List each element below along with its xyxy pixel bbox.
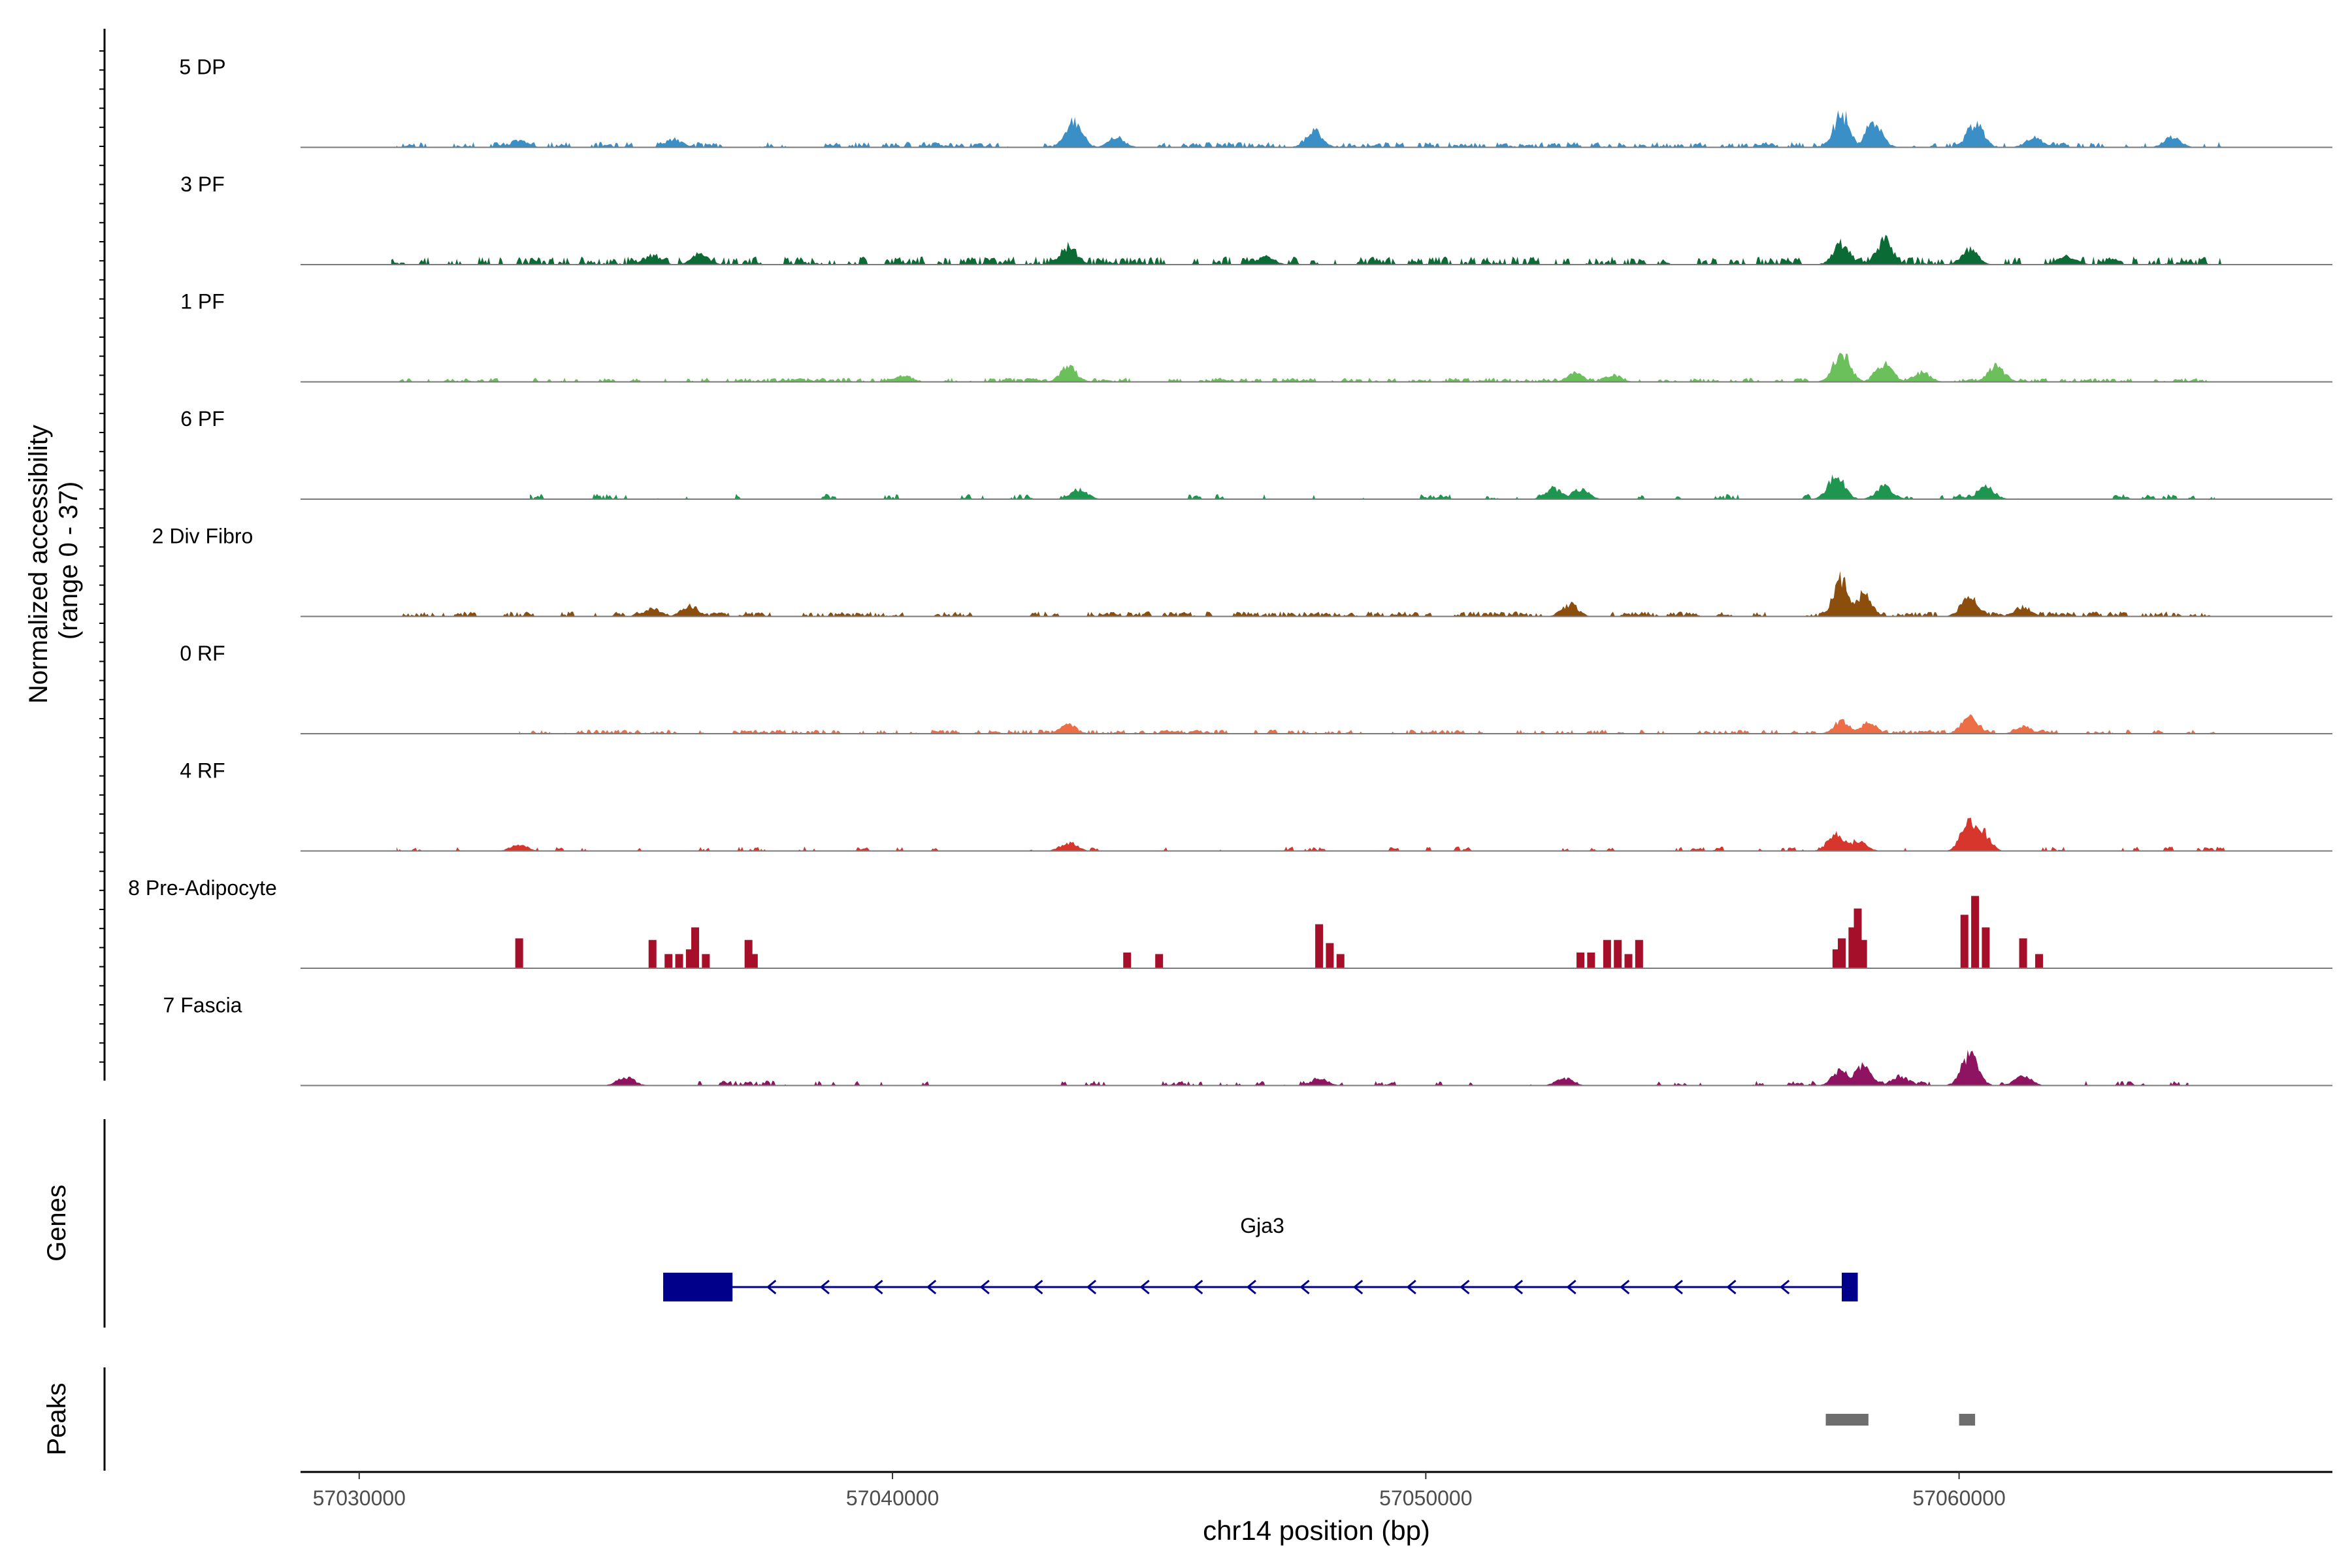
spike-bar-8-pre-adipocyte-4 [675,954,683,968]
track-8-pre-adipocyte: 8 Pre-Adipocyte [128,876,2332,969]
coverage-area-7-fascia [540,1049,2189,1086]
coverage-area-3-pf [391,235,2226,265]
coverage-area-4-rf [396,817,2226,851]
accessibility-tracks: 5 DP 3 PF 1 PF 6 PF 2 Div Fibro 0 RF 4 RF 8 Pre… [128,56,2332,1086]
coverage-area-1-pf [396,353,2226,382]
track-4-rf: 4 RF [180,759,2332,852]
strand-chevron-11 [1299,1279,1310,1295]
gene-name-label: Gjа3 [1240,1214,1284,1237]
spike-bar-8-pre-adipocyte-3 [664,954,673,968]
strand-chevron-19 [1726,1279,1737,1295]
strand-chevron-13 [1406,1279,1416,1295]
x-tick-label-1: 57030000 [313,1486,406,1510]
spike-bar-8-pre-adipocyte-19 [1624,954,1633,968]
track-1-pf: 1 PF [180,290,2332,383]
coverage-area-5-dp [396,110,2226,148]
spike-bar-8-pre-adipocyte-28 [1982,927,1990,968]
x-axis-ticks: 57030000 57040000 57050000 57060000 [313,1472,2006,1510]
strand-chevron-15 [1512,1279,1524,1295]
spike-bar-8-pre-adipocyte-14 [1336,954,1345,968]
strand-chevron-6 [1033,1279,1043,1295]
x-tick-label-4: 57060000 [1912,1486,2005,1510]
strand-chevron-14 [1460,1279,1470,1295]
spike-bar-8-pre-adipocyte-27 [1971,896,1980,968]
strand-chevron-12 [1352,1279,1364,1295]
coverage-area-0-rf [519,714,2215,734]
y-axis-label-line2: (range 0 - 37) [54,482,83,640]
strand-chevron-1 [766,1279,777,1295]
track-6-pf: 6 PF [180,407,2332,500]
track-label-5-dp: 5 DP [179,56,225,79]
strand-chevron-7 [1086,1279,1097,1295]
spike-bar-8-pre-adipocyte-29 [2019,938,2027,968]
strand-chevron-8 [1139,1279,1150,1295]
track-5-dp: 5 DP [179,56,2332,148]
peaks-axis-label: Peaks [42,1382,71,1455]
spike-bar-8-pre-adipocyte-11 [1155,954,1164,968]
track-label-7-fascia: 7 Fascia [163,994,242,1017]
gene-exon-1 [663,1273,733,1301]
strand-chevron-18 [1673,1279,1683,1295]
spike-bar-8-pre-adipocyte-2 [648,939,657,968]
strand-chevron-9 [1192,1279,1203,1295]
x-axis-label: chr14 position (bp) [1203,1515,1430,1546]
spike-bar-8-pre-adipocyte-17 [1603,939,1611,968]
track-2-div-fibro: 2 Div Fibro [152,525,2332,617]
spike-bar-8-pre-adipocyte-6 [691,927,700,968]
strand-chevron-2 [819,1279,830,1295]
spike-bar-8-pre-adipocyte-18 [1614,939,1622,968]
genes-axis-label: Genes [42,1184,71,1262]
strand-chevron-16 [1566,1279,1576,1295]
strand-chevron-3 [873,1279,883,1295]
peak-regions [1825,1414,1976,1426]
track-0-rf: 0 RF [180,642,2332,734]
coverage-area-6-pf [530,474,2215,499]
y-axis-label-line1: Normalized accessibility [24,425,53,704]
strand-chevron-4 [926,1279,937,1295]
peak-region-2 [1959,1414,1976,1426]
strand-chevron-5 [979,1279,990,1295]
spike-bar-8-pre-adipocyte-26 [1960,915,1968,968]
track-label-0-rf: 0 RF [180,642,225,665]
peak-region-1 [1825,1414,1869,1426]
strand-chevron-10 [1246,1279,1256,1295]
track-label-8-pre-adipocyte: 8 Pre-Adipocyte [128,876,277,900]
spike-bar-8-pre-adipocyte-9 [749,954,758,968]
accessibility-axis-ticks [99,50,105,1063]
strand-chevron-20 [1779,1279,1790,1295]
spike-bar-8-pre-adipocyte-22 [1838,938,1846,968]
track-label-4-rf: 4 RF [180,759,225,783]
spike-bar-8-pre-adipocyte-20 [1635,939,1643,968]
y-axis-label: Normalized accessibility (range 0 - 37) [24,417,83,704]
spike-bar-8-pre-adipocyte-15 [1576,952,1585,968]
spike-bar-8-pre-adipocyte-1 [515,938,523,968]
spike-bar-8-pre-adipocyte-7 [702,954,710,968]
coverage-area-2-div-fibro [402,571,2215,617]
strand-chevron-17 [1620,1279,1630,1295]
track-label-3-pf: 3 PF [180,172,225,196]
spike-bar-8-pre-adipocyte-10 [1123,952,1132,968]
track-label-6-pf: 6 PF [180,407,225,431]
track-label-2-div-fibro: 2 Div Fibro [152,525,253,548]
track-7-fascia: 7 Fascia [163,994,2332,1086]
spike-bar-8-pre-adipocyte-16 [1587,952,1595,968]
spike-bar-8-pre-adipocyte-25 [1859,939,1867,968]
spike-bar-8-pre-adipocyte-13 [1326,943,1334,968]
x-tick-label-2: 57040000 [846,1486,939,1510]
spike-bar-8-pre-adipocyte-30 [2035,954,2044,968]
gene-annotation: Gjа3 [663,1214,1858,1301]
x-tick-label-3: 57050000 [1379,1486,1472,1510]
spike-bar-8-pre-adipocyte-12 [1315,924,1324,968]
track-label-1-pf: 1 PF [180,290,225,314]
gene-exon-2 [1842,1273,1858,1301]
track-3-pf: 3 PF [180,172,2332,265]
